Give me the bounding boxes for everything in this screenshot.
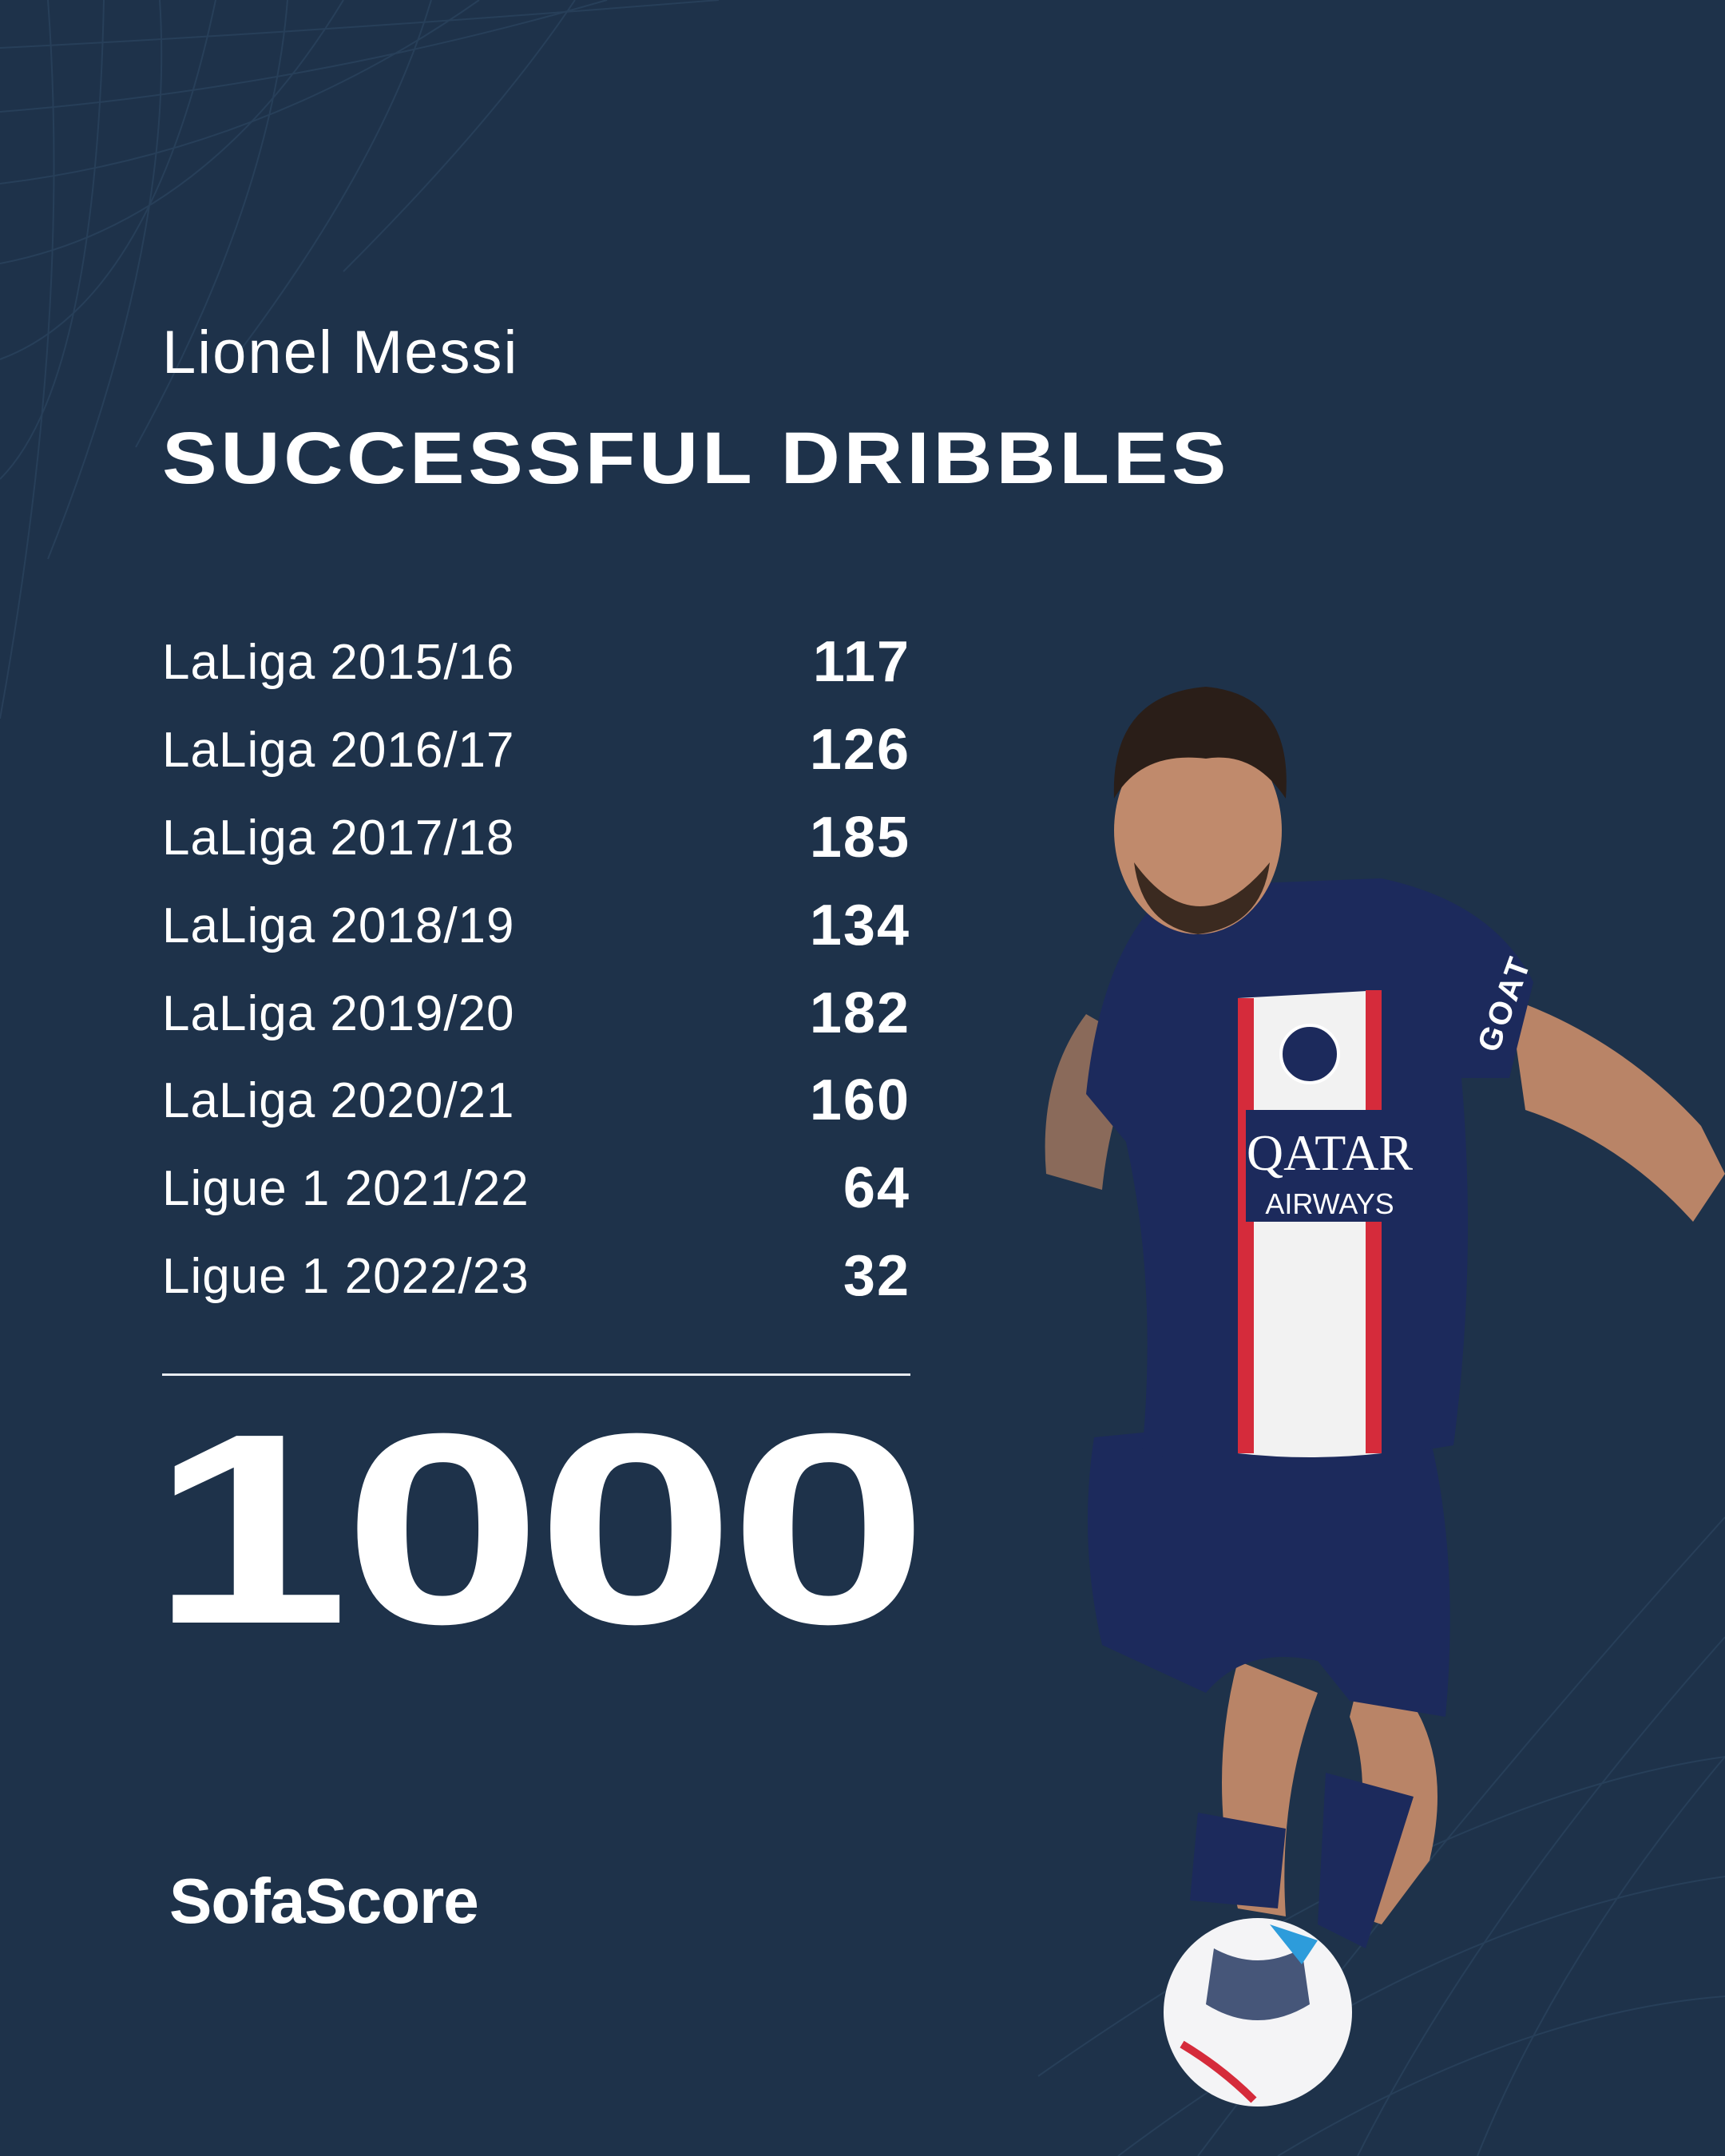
season-row: LaLiga 2020/21 160 xyxy=(162,1060,910,1140)
season-label: Ligue 1 2021/22 xyxy=(162,1160,529,1216)
sofascore-logo: SofaScore xyxy=(169,1865,479,1936)
jersey-sponsor: QATAR xyxy=(1247,1124,1414,1181)
season-label: LaLiga 2016/17 xyxy=(162,722,515,778)
season-value: 117 xyxy=(812,630,910,694)
season-value: 32 xyxy=(843,1244,910,1308)
club-crest-icon xyxy=(1279,1024,1340,1084)
season-value: 134 xyxy=(809,894,910,957)
season-row: Ligue 1 2022/23 32 xyxy=(162,1236,910,1316)
stat-title: SUCCESSFUL DRIBBLES xyxy=(162,418,1230,499)
season-label: LaLiga 2018/19 xyxy=(162,898,515,953)
season-label: Ligue 1 2022/23 xyxy=(162,1248,529,1304)
season-row: LaLiga 2019/20 182 xyxy=(162,973,910,1053)
divider xyxy=(162,1373,910,1376)
season-label: LaLiga 2015/16 xyxy=(162,634,515,690)
season-value: 160 xyxy=(809,1068,910,1132)
season-row: LaLiga 2017/18 185 xyxy=(162,798,910,878)
season-label: LaLiga 2020/21 xyxy=(162,1072,515,1128)
player-name: Lionel Messi xyxy=(162,319,519,386)
svg-text:AIRWAYS: AIRWAYS xyxy=(1265,1187,1394,1220)
player-photo: QATAR AIRWAYS GOAT xyxy=(1045,687,1725,2106)
season-row: Ligue 1 2021/22 64 xyxy=(162,1148,910,1228)
total-dribbles: 1000 xyxy=(150,1377,929,1681)
season-value: 182 xyxy=(809,981,910,1045)
season-label: LaLiga 2019/20 xyxy=(162,985,515,1041)
season-row: LaLiga 2016/17 126 xyxy=(162,710,910,790)
season-value: 64 xyxy=(843,1156,910,1220)
season-row: LaLiga 2018/19 134 xyxy=(162,886,910,965)
season-row: LaLiga 2015/16 117 xyxy=(162,622,910,702)
season-value: 185 xyxy=(809,806,910,870)
season-value: 126 xyxy=(809,718,910,782)
season-label: LaLiga 2017/18 xyxy=(162,810,515,866)
